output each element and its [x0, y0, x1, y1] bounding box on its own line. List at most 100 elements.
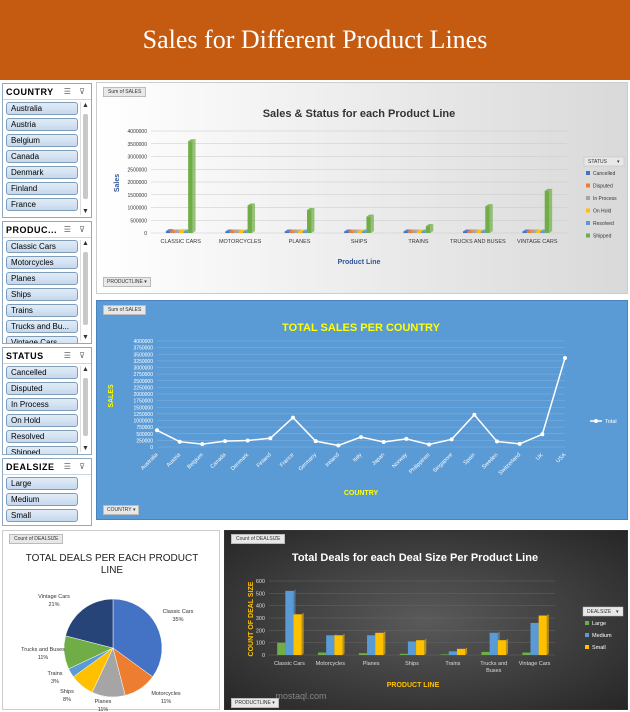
bar-top [238, 229, 247, 232]
productline-filter-button[interactable]: PRODUCTLINE ▾ [103, 277, 151, 287]
multi-select-and-clear-filter-icon[interactable]: ☰ ⊽ [63, 225, 88, 234]
slicer-item[interactable]: Classic Cars [6, 240, 78, 253]
bar [302, 231, 307, 233]
scroll-up-icon[interactable]: ▲ [82, 240, 89, 247]
dealsize-bar-chart: Total Deals for each Deal Size Per Produ… [248, 552, 624, 701]
scroll-thumb[interactable] [83, 114, 88, 199]
multi-select-and-clear-filter-icon[interactable]: ☰ ⊽ [63, 87, 88, 96]
bar-top [403, 229, 412, 232]
legend-label: Cancelled [593, 171, 615, 177]
country-filter-button[interactable]: COUNTRY ▾ [103, 505, 140, 515]
y-axis-title: Sales [114, 174, 121, 192]
slicer-item[interactable]: On Hold [6, 414, 78, 427]
slicer-item[interactable]: Trucks and Bu... [6, 320, 78, 333]
slicer-item[interactable]: Motorcycles [6, 256, 78, 269]
slicer-item[interactable]: Small [6, 509, 78, 522]
productline-filter-button[interactable]: PRODUCTLINE ▾ [231, 698, 279, 708]
legend-swatch [585, 633, 589, 637]
x-tick-label: CLASSIC CARS [161, 239, 202, 245]
slicer-item[interactable]: Cancelled [6, 366, 78, 379]
slicer-item[interactable]: Trains [6, 304, 78, 317]
data-point [177, 439, 182, 444]
bar-top [247, 203, 256, 206]
scroll-thumb[interactable] [83, 252, 88, 325]
scroll-up-icon[interactable]: ▲ [82, 102, 89, 109]
bar [353, 231, 358, 233]
bar [535, 231, 541, 233]
x-tick-label: VINTAGE CARS [517, 239, 558, 245]
bar-top [234, 229, 242, 232]
bar [540, 231, 545, 233]
slicer-scrollbar[interactable]: ▲ ▼ [80, 102, 89, 215]
x-tick-label: Motorcycles [316, 661, 346, 667]
field-tag[interactable]: Sum of SALES [103, 87, 147, 97]
bar-top [353, 229, 361, 232]
bar-top [293, 229, 302, 232]
bar [526, 231, 532, 233]
x-tick-label: Ships [405, 661, 419, 667]
multi-select-and-clear-filter-icon[interactable]: ☰ ⊽ [63, 351, 88, 360]
dropdown-arrow-icon: ▾ [617, 159, 620, 165]
bar [293, 614, 302, 655]
bar-top [188, 139, 196, 142]
slicer-item[interactable]: Australia [6, 102, 78, 115]
field-tag[interactable]: Count of DEALSIZE [9, 534, 64, 544]
bar [183, 231, 189, 233]
bar [318, 652, 327, 655]
slicer-item[interactable]: Large [6, 477, 78, 490]
slicer-item[interactable]: Shipped [6, 446, 78, 454]
slicer-item[interactable]: In Process [6, 398, 78, 411]
slicer-item[interactable]: Denmark [6, 166, 78, 179]
bar-top [463, 229, 471, 232]
y-tick-label: 500000 [130, 218, 147, 224]
slicer-item[interactable]: Canada [6, 150, 78, 163]
slicer-item[interactable]: France [6, 198, 78, 211]
field-tag[interactable]: Count of DEALSIZE [231, 534, 286, 544]
bar [357, 231, 362, 233]
slicer-item[interactable]: Disputed [6, 382, 78, 395]
bar [334, 635, 343, 655]
slicer-item[interactable]: Austria [6, 118, 78, 131]
slicer-item[interactable]: Ships [6, 288, 78, 301]
slicer-item[interactable]: Medium [6, 493, 78, 506]
dropdown-arrow-icon: ▾ [616, 609, 619, 615]
slicer-item[interactable]: Resolved [6, 430, 78, 443]
scroll-up-icon[interactable]: ▲ [82, 366, 89, 373]
x-tick-label: Canada [210, 452, 229, 471]
chart-title: TOTAL SALES PER COUNTRY [282, 322, 441, 334]
slice-percent-label: 3% [51, 679, 59, 685]
data-point [200, 442, 205, 447]
field-tag[interactable]: Sum of SALES [103, 305, 147, 315]
scroll-down-icon[interactable]: ▼ [82, 208, 89, 215]
slicer-item[interactable]: Finland [6, 182, 78, 195]
scroll-down-icon[interactable]: ▼ [82, 445, 89, 452]
scroll-thumb[interactable] [83, 378, 88, 436]
y-tick-label: 3000000 [128, 155, 148, 161]
multi-select-and-clear-filter-icon[interactable]: ☰ ⊽ [63, 462, 88, 471]
x-axis-title: PRODUCT LINE [387, 682, 440, 689]
bar-top [416, 229, 425, 232]
bar [476, 231, 481, 233]
slicer-item[interactable]: Planes [6, 272, 78, 285]
bar-side [301, 612, 304, 655]
y-tick-label: 3000000 [134, 366, 154, 372]
bar [544, 190, 550, 233]
bar [522, 231, 527, 233]
slicer-item[interactable]: Vintage Cars [6, 336, 78, 343]
data-point [381, 439, 386, 444]
bar [463, 231, 468, 233]
slicer-scrollbar[interactable]: ▲ ▼ [80, 240, 89, 341]
y-tick-label: 3500000 [134, 352, 154, 358]
y-tick-label: 2500000 [128, 167, 148, 173]
slice-category-label: Planes [95, 699, 112, 705]
bar [489, 632, 498, 655]
bar [456, 648, 466, 655]
slicer-item[interactable]: Belgium [6, 134, 78, 147]
x-tick-label: Spain [463, 452, 477, 466]
scroll-down-icon[interactable]: ▼ [82, 334, 89, 341]
slicer-scrollbar[interactable]: ▲ ▼ [80, 366, 89, 452]
legend-label: Large [592, 621, 606, 627]
legend-swatch [586, 208, 590, 213]
y-tick-label: 1500000 [128, 193, 148, 199]
legend-swatch [585, 645, 589, 649]
